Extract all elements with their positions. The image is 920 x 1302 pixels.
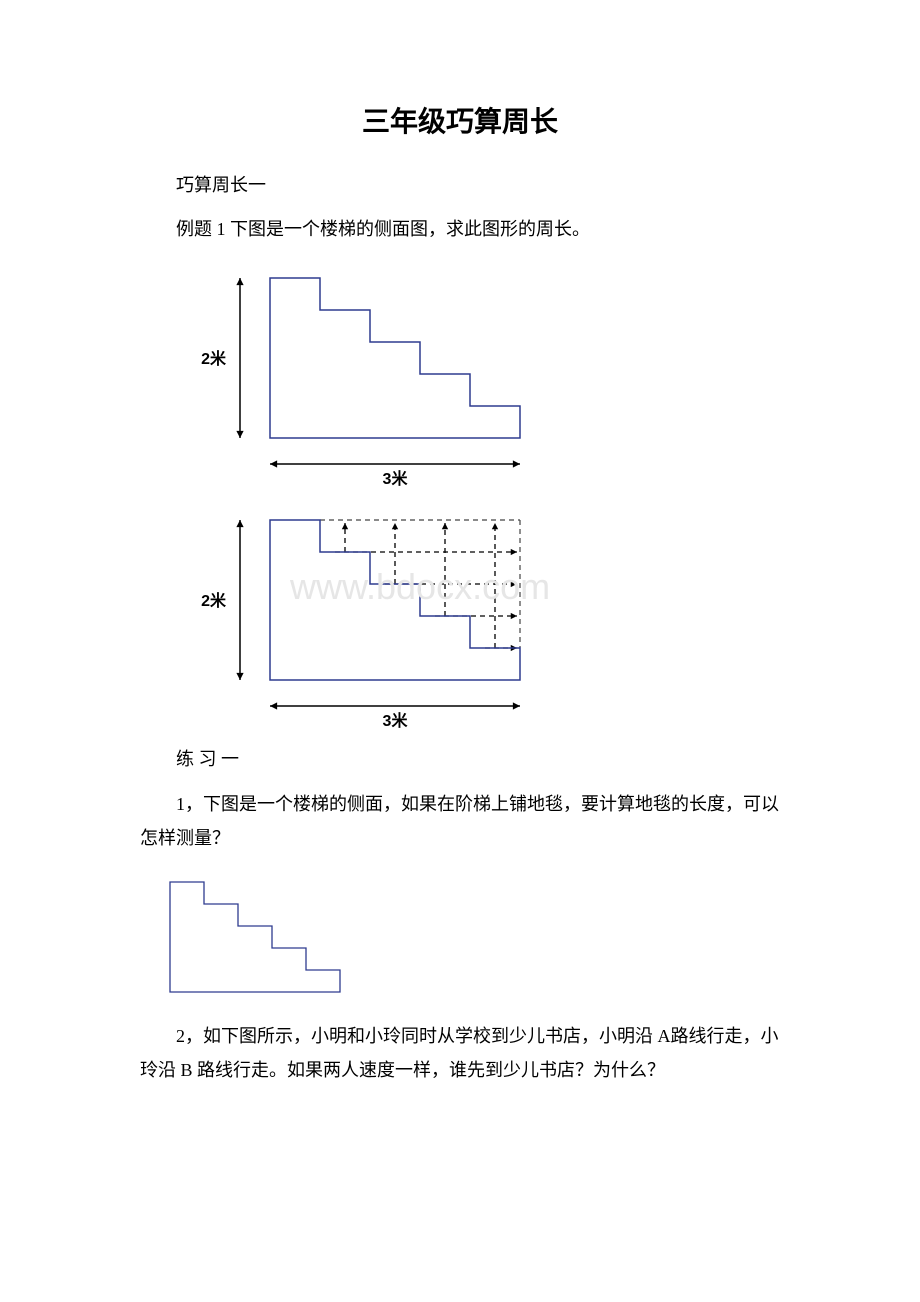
page-title: 三年级巧算周长	[140, 100, 780, 140]
stair-diagram-1: 2米 3米	[200, 258, 540, 488]
stair-diagram-2: 2米 3米	[200, 500, 540, 730]
paragraph-example1: 例题 1 下图是一个楼梯的侧面图，求此图形的周长。	[140, 212, 780, 246]
svg-text:2米: 2米	[201, 591, 227, 610]
paragraph-q1: 1，下图是一个楼梯的侧面，如果在阶梯上铺地毯，要计算地毯的长度，可以怎样测量？	[140, 787, 780, 855]
figure-3	[160, 867, 780, 1007]
figure-2: www.bdocx.com 2米3米	[200, 500, 780, 730]
svg-text:3米: 3米	[383, 711, 409, 730]
stair-diagram-3	[160, 867, 360, 1007]
paragraph-q2: 2，如下图所示，小明和小玲同时从学校到少儿书店，小明沿 A路线行走，小玲沿 B …	[140, 1019, 780, 1087]
paragraph-intro: 巧算周长一	[140, 168, 780, 202]
figure-1: 2米 3米	[200, 258, 780, 488]
svg-text:2米: 2米	[201, 349, 227, 368]
svg-text:3米: 3米	[383, 469, 409, 488]
paragraph-practice-heading: 练 习 一	[140, 742, 780, 776]
